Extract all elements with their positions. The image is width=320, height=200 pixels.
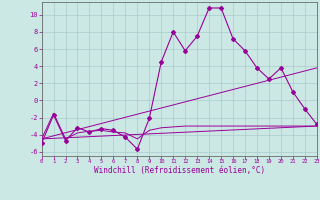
X-axis label: Windchill (Refroidissement éolien,°C): Windchill (Refroidissement éolien,°C) <box>94 166 265 175</box>
